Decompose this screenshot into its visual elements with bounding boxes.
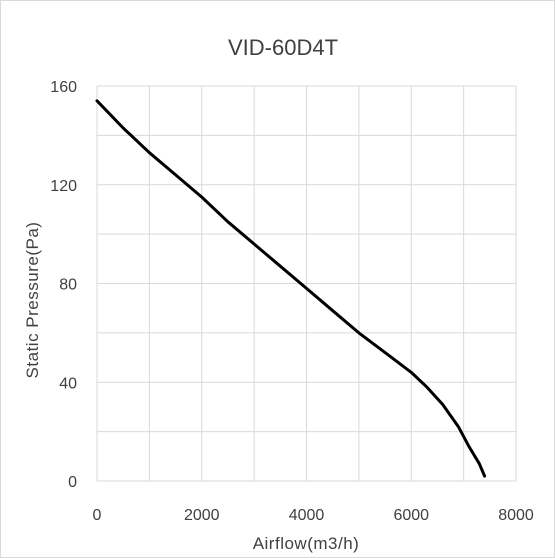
x-tick-label: 8000 xyxy=(498,507,534,524)
series-layer xyxy=(95,99,487,478)
y-tick-label: 120 xyxy=(50,178,77,195)
y-axis-label: Static Pressure(Pa) xyxy=(23,222,42,379)
tick-labels: 0 2000 4000 6000 8000 0 40 80 120 160 xyxy=(50,79,534,524)
x-tick-label: 0 xyxy=(93,507,102,524)
y-tick-label: 80 xyxy=(59,277,77,294)
x-tick-label: 4000 xyxy=(289,507,325,524)
grid xyxy=(96,85,517,482)
x-tick-label: 6000 xyxy=(393,507,429,524)
chart-title: VID-60D4T xyxy=(228,35,338,60)
y-tick-label: 0 xyxy=(68,474,77,491)
x-axis-label: Airflow(m3/h) xyxy=(253,534,360,553)
y-tick-label: 40 xyxy=(59,375,77,392)
x-tick-label: 2000 xyxy=(184,507,220,524)
y-tick-label: 160 xyxy=(50,79,77,96)
series-line-0 xyxy=(95,99,487,478)
